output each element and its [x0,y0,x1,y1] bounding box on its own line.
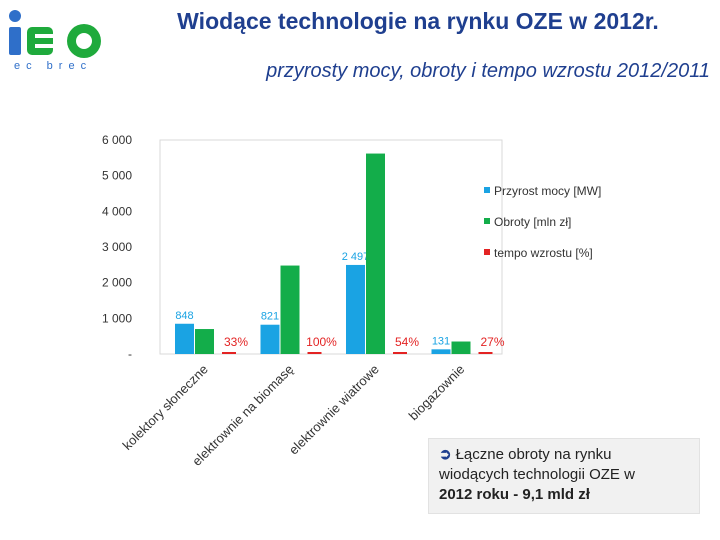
summary-callout: ➲ Łączne obroty na rynku wiodących techno… [428,438,700,514]
y-tick-label: 2 000 [102,276,132,290]
page-title: Wiodące technologie na rynku OZE w 2012r… [177,8,659,34]
bar-przyrost-mocy [175,323,194,354]
data-label-przyrost-mocy: 821 [261,311,279,323]
bar-przyrost-mocy [431,349,451,354]
category-label: elektrownie wiatrowe [286,362,382,458]
y-tick-label: - [128,347,132,361]
data-label-przyrost-mocy: 2 497 [342,251,370,263]
page-subtitle: przyrosty mocy, obroty i tempo wzrostu 2… [266,60,710,82]
callout-line-3: 2012 roku - 9,1 mld zł [439,486,590,503]
logo-text: ec brec [14,60,92,72]
data-label-tempo-wzrostu: 27% [480,335,504,349]
plot-area [159,139,503,355]
y-tick-label: 6 000 [102,133,132,147]
legend-swatch [484,187,490,193]
logo-letter-i [9,27,21,55]
data-label-przyrost-mocy: 848 [175,310,193,322]
y-tick-label: 3 000 [102,240,132,254]
category-label: kolektory słoneczne [120,362,211,453]
bar-obroty [195,329,214,354]
legend-swatch [484,249,490,255]
y-tick-label: 5 000 [102,169,132,183]
logo-letter-e [27,27,53,55]
bar-tempo-wzrostu [478,352,493,354]
bar-tempo-wzrostu [307,352,322,354]
y-tick-label: 1 000 [102,311,132,325]
bar-chart: 6 000 5 000 4 000 3 000 2 000 1 000 - 848 33% kol… [102,133,601,469]
data-label-tempo-wzrostu: 100% [306,335,337,349]
bar-przyrost-mocy [346,264,365,354]
legend-label: Obroty [mln zł] [494,215,571,229]
bar-przyrost-mocy [260,324,280,354]
bar-obroty [280,265,300,354]
legend-label: tempo wzrostu [%] [494,246,593,260]
bar-tempo-wzrostu [393,352,407,354]
callout-line-1: Łączne obroty na rynku [455,446,612,463]
legend-swatch [484,218,490,224]
bar-obroty [451,341,471,354]
arrow-icon: ➲ [439,446,452,463]
category-label: biogazownie [406,362,468,424]
data-label-tempo-wzrostu: 54% [395,335,419,349]
bar-obroty [366,153,385,354]
legend-label: Przyrost mocy [MW] [494,184,601,198]
bar-tempo-wzrostu [222,352,236,354]
ieo-logo: ec brec [6,8,106,72]
logo-dot [9,10,21,22]
callout-line-2: wiodących technologii OZE w [439,466,635,483]
data-label-przyrost-mocy: 131 [432,335,450,347]
y-tick-label: 4 000 [102,204,132,218]
data-label-tempo-wzrostu: 33% [224,335,248,349]
